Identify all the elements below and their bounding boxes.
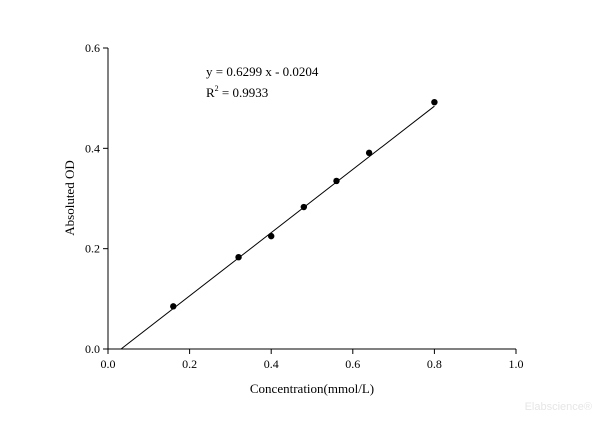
x-axis-label: Concentration(mmol/L) xyxy=(250,381,374,396)
point xyxy=(431,98,438,106)
y-tick-label: 0.4 xyxy=(85,141,100,155)
point xyxy=(365,149,373,157)
equation: y = 0.6299 x - 0.0204 xyxy=(206,64,319,79)
y-tick-label: 0.2 xyxy=(85,242,100,256)
r2-base: R xyxy=(206,85,215,100)
y-tick-label: 0.0 xyxy=(85,342,100,356)
x-tick-label: 0.0 xyxy=(101,357,116,371)
r-squared: R2 = 0.9933 xyxy=(206,84,268,100)
point xyxy=(235,253,242,261)
r2-text: = 0.9933 xyxy=(219,85,269,100)
point xyxy=(170,303,177,310)
y-tick-label: 0.6 xyxy=(85,41,100,55)
fit-line xyxy=(120,105,435,350)
point xyxy=(300,203,308,211)
x-tick-label: 1.0 xyxy=(509,357,524,371)
r2-sup: 2 xyxy=(215,84,219,93)
x-tick-label: 0.4 xyxy=(264,357,279,371)
watermark: Elabscience® xyxy=(525,401,592,413)
x-tick-label: 0.8 xyxy=(427,357,442,371)
x-tick-label: 0.2 xyxy=(182,357,197,371)
y-axis-label: Absoluted OD xyxy=(62,160,77,235)
point xyxy=(333,177,340,185)
point xyxy=(268,232,275,240)
x-tick-label: 0.6 xyxy=(345,357,360,371)
